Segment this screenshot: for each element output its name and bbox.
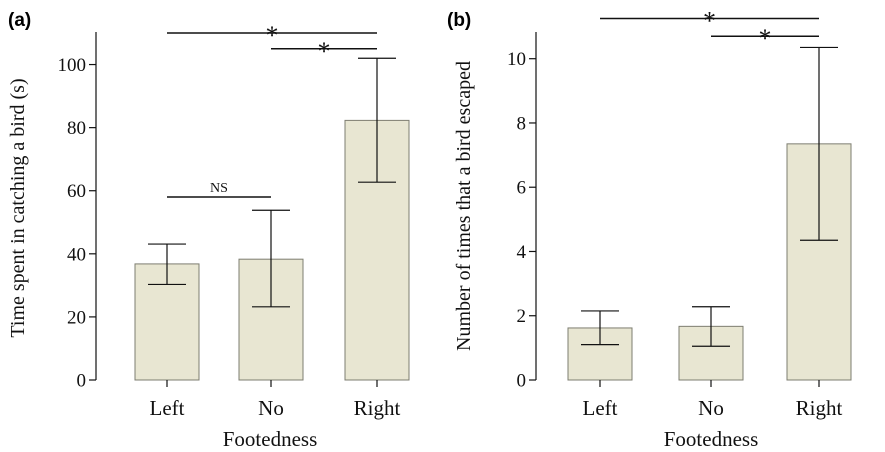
panel-a-x-tick-label: Right [354,396,401,420]
panel-a-significance-label: * [266,21,279,50]
panel-b-x-tick-label: Left [583,396,618,420]
panel-b-significance-label: * [703,7,716,36]
panel-a-x-tick-label: No [258,396,284,420]
panel-b-y-tick-label: 6 [517,178,527,199]
panel-a-y-tick-label: 100 [58,55,87,76]
panel-b-y-tick-label: 2 [517,306,527,327]
panel-b-x-tick-label: No [698,396,724,420]
panel-a-y-axis-title: Time spent in catching a bird (s) [7,78,29,337]
panel-a-x-tick-label: Left [150,396,185,420]
panel-a-x-axis-title: Footedness [223,427,318,451]
panel-b-y-tick-label: 0 [517,371,527,392]
panel-a-y-tick-label: 0 [77,371,87,392]
panel-b-x-axis-title: Footedness [664,427,759,451]
panel-b-label: (b) [447,10,471,31]
panel-a-significance-label: NS [210,181,228,196]
panel-b-x-tick-label: Right [796,396,843,420]
panel-b-y-tick-label: 4 [517,242,527,263]
panel-a: (a) Time spent in catching a bird (s) Fo… [7,10,410,451]
panel-a-y-tick-label: 60 [67,181,86,202]
panel-a-y-tick-label: 40 [67,244,86,265]
panel-a-y-tick-label: 20 [67,307,86,328]
panel-b-y-tick-label: 10 [507,49,526,70]
panel-b-significance-label: * [759,24,772,53]
panel-a-y-tick-label: 80 [67,118,86,139]
panel-a-significance-label: * [318,37,331,66]
panel-a-label: (a) [8,10,31,31]
panel-b-y-axis-title: Number of times that a bird escaped [453,61,475,351]
panel-b-y-tick-label: 8 [517,113,527,134]
panel-b: (b) Number of times that a bird escaped … [447,7,852,451]
